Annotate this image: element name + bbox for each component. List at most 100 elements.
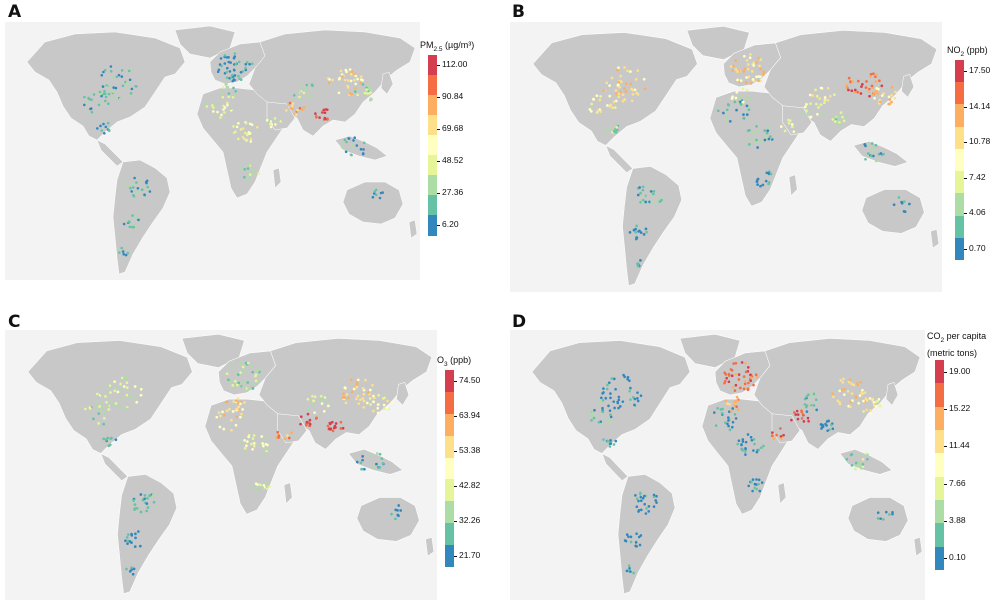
monitor-point [305,420,309,424]
monitor-point [803,105,807,109]
monitor-point [762,70,766,74]
monitor-point [131,183,135,187]
panel-letter-a: A [8,2,22,22]
monitor-point [764,179,768,183]
monitor-point [307,408,311,412]
monitor-point [636,391,639,395]
monitor-point [867,89,871,93]
monitor-point [808,93,812,97]
monitor-point [872,403,876,407]
monitor-point [290,107,294,111]
land-north-america [27,340,193,454]
monitor-point [724,399,728,403]
monitor-point [248,62,251,66]
monitor-point [240,166,244,170]
monitor-point [655,501,658,504]
panel-letter-d: D [512,312,527,332]
monitor-point [119,382,122,386]
monitor-point [636,396,639,400]
monitor-point [838,389,841,393]
monitor-point [98,405,101,408]
monitor-point [747,142,751,146]
monitor-point [106,121,110,125]
monitor-point [265,119,269,122]
monitor-point [338,76,342,80]
monitor-point [861,457,865,461]
monitor-point [315,116,318,119]
monitor-point [225,409,229,413]
monitor-point [745,58,749,62]
monitor-point [818,97,821,100]
monitor-point [242,381,246,384]
monitor-point [375,462,378,466]
monitor-point [225,372,229,376]
monitor-point [735,395,739,399]
monitor-point [758,64,761,68]
monitor-point [757,478,761,482]
monitor-point [107,102,110,105]
monitor-point [399,509,403,512]
monitor-point [601,406,604,410]
monitor-point [618,85,621,89]
monitor-point [848,378,852,382]
monitor-point [249,487,253,491]
monitor-point [371,195,375,199]
monitor-point [744,440,748,444]
monitor-point [128,78,132,82]
monitor-point [878,404,882,407]
monitor-point [636,69,640,73]
monitor-point [602,89,606,92]
monitor-point [315,416,318,420]
legend-color-step [445,479,454,502]
legend-color-step [935,500,944,524]
monitor-point [341,75,344,78]
monitor-point [381,397,385,400]
monitor-point [623,539,627,542]
monitor-point [878,100,882,104]
monitor-point [613,377,616,381]
monitor-point [595,94,599,98]
monitor-point [614,89,618,92]
monitor-point [132,567,136,571]
monitor-point [742,117,746,120]
monitor-point [617,95,621,99]
monitor-point [125,386,129,390]
monitor-point [327,427,331,431]
monitor-point [633,397,637,401]
monitor-point [244,62,248,66]
monitor-point [617,66,620,70]
monitor-point [877,397,881,401]
monitor-point [104,394,107,398]
monitor-point [593,408,596,412]
monitor-point [107,128,111,132]
monitor-point [349,79,353,83]
monitor-point [613,406,616,410]
monitor-point [102,122,105,126]
legend-tick-label: 15.22 [949,403,971,413]
monitor-point [750,376,753,380]
monitor-point [880,94,884,97]
monitor-point [369,403,372,406]
monitor-point [313,411,316,415]
monitor-point [103,89,106,93]
monitor-point [759,58,763,61]
monitor-point [790,122,794,126]
monitor-point [742,113,745,116]
monitor-point [234,62,238,66]
monitor-point [716,406,719,410]
monitor-point [246,361,250,365]
monitor-point [257,485,261,489]
monitor-point [790,418,793,422]
monitor-point [642,232,646,236]
monitor-point [301,108,304,111]
monitor-point [362,141,366,145]
legend-tick-mark [437,225,440,226]
monitor-point [232,400,235,403]
monitor-point [124,253,128,257]
monitor-point [830,423,833,427]
monitor-point [888,98,892,102]
monitor-point [735,108,738,112]
monitor-point [819,86,823,90]
monitor-point [246,167,250,170]
monitor-point [354,90,357,93]
